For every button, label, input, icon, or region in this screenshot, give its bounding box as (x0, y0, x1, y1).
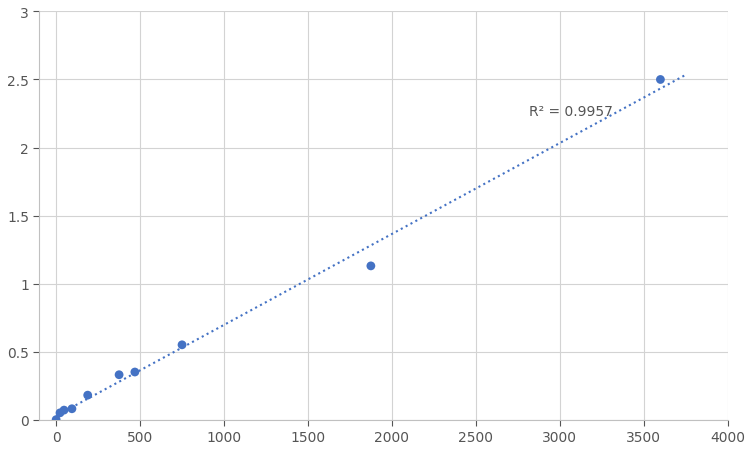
Point (129, 368, 141, 376)
Point (654, 77, 666, 84)
Point (113, 371, 125, 378)
Point (66, 405, 78, 413)
Point (365, 262, 377, 270)
Point (58, 407, 70, 414)
Point (50, 416, 62, 423)
Point (176, 341, 188, 349)
Text: R² = 0.9957: R² = 0.9957 (529, 104, 614, 118)
Point (82, 391, 94, 399)
Point (54, 410, 66, 417)
